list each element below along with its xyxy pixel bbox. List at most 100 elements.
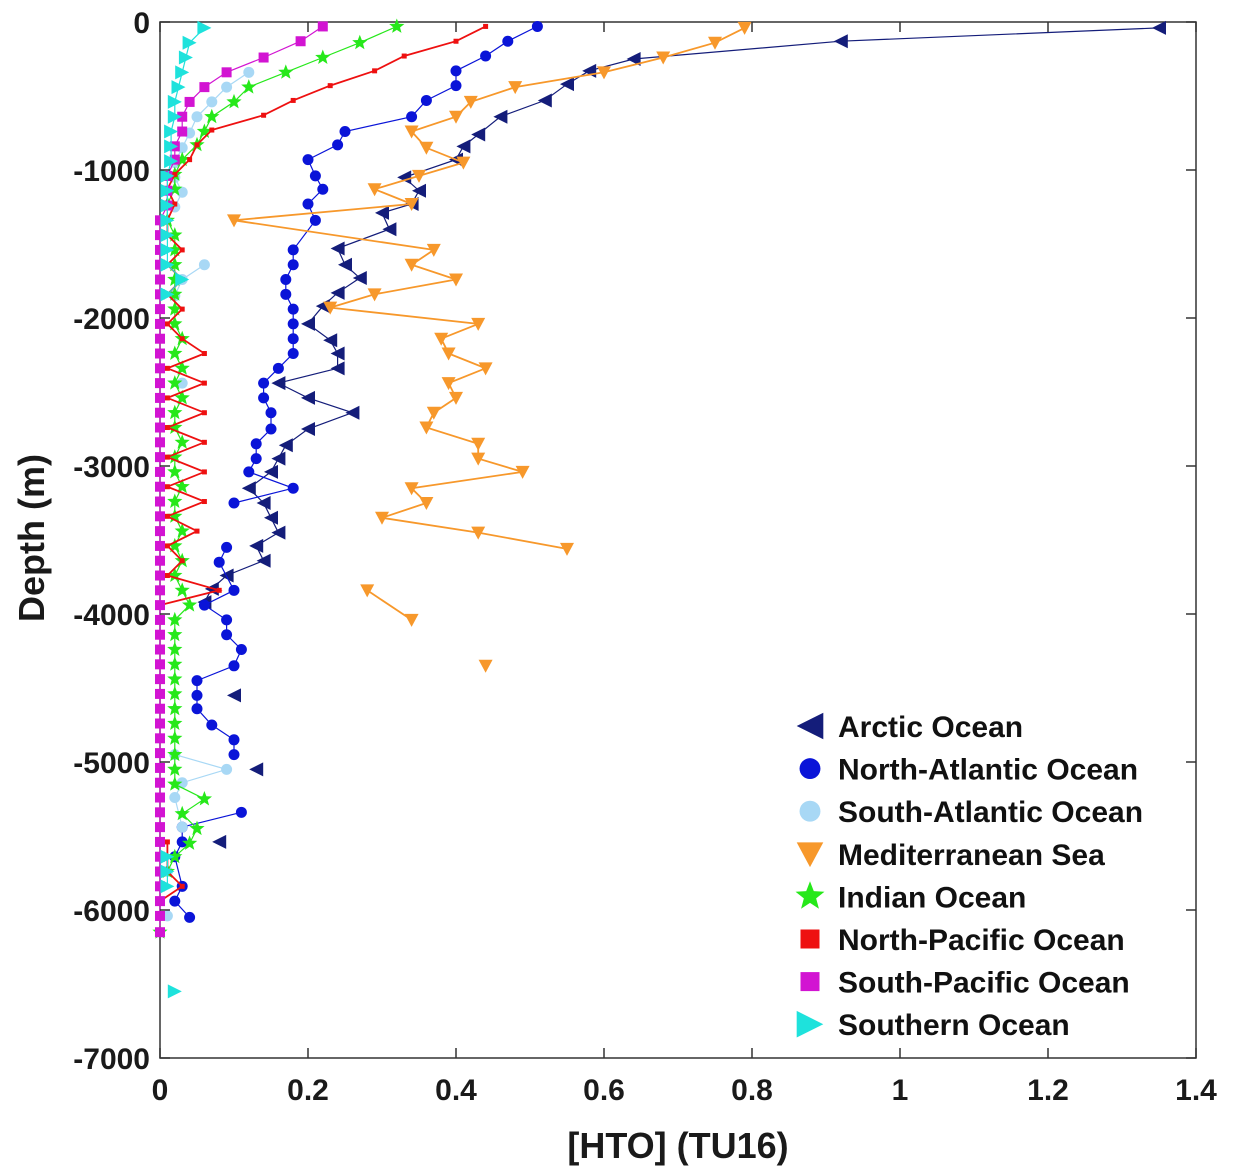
data-point-south-pacific-ocean [155,318,165,329]
data-point-indian-ocean [167,404,183,420]
data-point-north-atlantic-ocean [287,482,299,494]
data-point-southern-ocean [160,257,175,272]
data-point-mediterranean-sea [426,243,441,257]
data-point-southern-ocean [160,198,175,213]
data-point-south-pacific-ocean [155,688,165,699]
data-point-south-pacific-ocean [155,896,165,907]
data-point-indian-ocean [174,434,190,449]
data-point-north-atlantic-ocean [287,333,299,345]
data-point-north-pacific-ocean [201,469,207,475]
data-point-mediterranean-sea [419,141,434,155]
data-point-south-pacific-ocean [155,570,165,581]
data-point-indian-ocean [167,848,183,864]
y-tick-label: -2000 [73,303,150,336]
x-tick-label: 0.6 [583,1074,625,1107]
data-point-southern-ocean [160,242,175,257]
data-point-southern-ocean [160,849,175,864]
data-point-south-pacific-ocean [155,496,165,507]
data-point-north-pacific-ocean [201,439,207,445]
data-point-mediterranean-sea [449,391,463,405]
data-point-south-atlantic-ocean [221,763,233,775]
data-point-north-pacific-ocean [216,587,222,593]
data-point-south-pacific-ocean [155,230,165,241]
data-point-mediterranean-sea [597,66,611,80]
data-point-north-atlantic-ocean [228,660,240,672]
legend-label-southern-ocean: Southern Ocean [838,1009,1070,1042]
data-point-south-pacific-ocean [199,82,210,93]
data-point-mediterranean-sea [404,125,419,139]
y-tick-label: -6000 [73,895,150,928]
data-point-north-atlantic-ocean [502,35,514,47]
data-point-north-atlantic-ocean [332,139,344,151]
data-point-mediterranean-sea [449,273,463,287]
data-point-north-atlantic-ocean [206,719,218,731]
data-point-arctic-ocean [301,316,315,331]
x-tick-label: 1.4 [1175,1074,1217,1107]
data-point-mediterranean-sea [375,511,389,525]
data-point-southern-ocean [167,109,182,124]
data-point-south-pacific-ocean [184,96,195,107]
data-point-indian-ocean [174,360,190,375]
data-point-north-atlantic-ocean [228,584,240,596]
data-point-arctic-ocean [338,257,352,272]
data-point-south-pacific-ocean [155,511,165,522]
data-point-north-pacific-ocean [164,395,170,401]
y-tick-label: 0 [133,7,150,40]
data-point-north-atlantic-ocean [302,198,314,210]
data-point-south-pacific-ocean [155,614,165,625]
legend-label-south-pacific-ocean: South-Pacific Ocean [838,967,1130,1000]
data-point-indian-ocean [167,685,183,701]
data-point-mediterranean-sea [434,332,449,346]
data-point-arctic-ocean [330,285,345,300]
data-point-arctic-ocean [256,553,271,568]
series-arctic-ocean [197,20,1166,849]
data-point-arctic-ocean [471,127,486,142]
data-point-south-pacific-ocean [155,481,165,492]
data-point-mediterranean-sea [456,156,471,170]
data-point-north-pacific-ocean [327,83,333,89]
data-point-arctic-ocean [456,139,471,154]
data-point-mediterranean-sea [656,51,671,65]
data-point-north-atlantic-ocean [531,20,543,32]
data-point-southern-ocean [164,154,179,169]
data-point-southern-ocean [160,287,175,302]
data-point-north-atlantic-ocean [243,466,255,478]
data-point-north-atlantic-ocean [191,703,203,715]
data-point-indian-ocean [167,761,183,776]
data-point-arctic-ocean [227,688,241,703]
data-point-mediterranean-sea [471,437,486,451]
data-point-arctic-ocean [493,109,508,124]
data-point-south-atlantic-ocean [221,81,233,93]
data-point-southern-ocean [160,183,175,198]
data-point-indian-ocean [167,449,183,464]
data-point-arctic-ocean [249,538,264,553]
data-point-north-pacific-ocean [164,365,170,371]
data-point-north-atlantic-ocean [339,126,351,138]
data-point-indian-ocean [174,478,190,494]
data-point-indian-ocean [167,715,183,730]
data-point-south-pacific-ocean [155,703,165,714]
data-point-mediterranean-sea [323,301,338,315]
data-point-indian-ocean [167,537,183,553]
y-tick-label: -3000 [73,451,150,484]
data-point-north-atlantic-ocean [265,407,277,419]
data-point-indian-ocean [181,835,198,850]
y-tick-label: -4000 [73,599,150,632]
data-point-arctic-ocean [537,93,552,108]
data-point-north-pacific-ocean [401,53,407,59]
data-point-north-pacific-ocean [187,157,193,163]
data-point-arctic-ocean [264,464,278,479]
data-point-arctic-ocean [560,77,574,92]
data-point-mediterranean-sea [404,258,419,272]
data-point-north-pacific-ocean [164,454,170,460]
data-point-southern-ocean [197,20,212,35]
data-point-south-pacific-ocean [155,836,165,847]
data-point-north-atlantic-ocean [309,170,321,182]
data-point-north-atlantic-ocean [250,453,262,465]
data-point-north-atlantic-ocean [287,303,299,315]
data-point-north-atlantic-ocean [420,94,432,106]
data-point-north-pacific-ocean [179,306,185,312]
y-tick-label: -1000 [73,155,150,188]
data-point-arctic-ocean [626,52,641,66]
data-point-south-pacific-ocean [155,274,165,285]
